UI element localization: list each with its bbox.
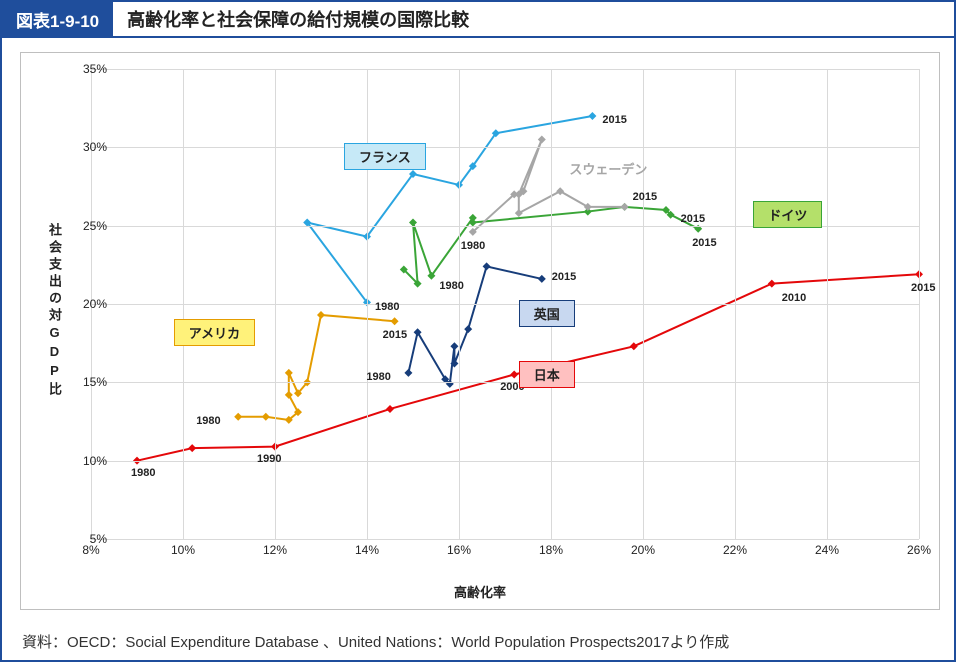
data-point-sweden <box>556 187 564 195</box>
data-point-sweden <box>584 203 592 211</box>
gridline-v <box>459 69 460 539</box>
data-point-usa <box>391 317 399 325</box>
source-citation: 資料：OECD：Social Expenditure Database 、Uni… <box>22 631 729 652</box>
data-point-france <box>588 112 596 120</box>
gridline-h <box>91 461 919 462</box>
point-label: 2015 <box>602 114 626 126</box>
data-point-japan <box>630 342 638 350</box>
point-label: 2015 <box>692 237 716 249</box>
point-label: 2010 <box>782 292 806 304</box>
data-point-sweden <box>538 136 546 144</box>
chart-area: 社会支出の対GDP比 高齢化率 19801990200020102015日本19… <box>20 52 940 610</box>
x-tick-label: 26% <box>907 543 931 557</box>
point-label: 1980 <box>439 280 463 292</box>
data-point-uk <box>404 369 412 377</box>
series-label-sweden: スウェーデン <box>569 159 647 178</box>
data-point-uk <box>464 325 472 333</box>
gridline-v <box>735 69 736 539</box>
x-tick-label: 24% <box>815 543 839 557</box>
data-point-usa <box>317 311 325 319</box>
y-tick-label: 25% <box>57 219 107 233</box>
gridline-h <box>91 147 919 148</box>
data-point-sweden <box>621 203 629 211</box>
data-point-sweden <box>515 209 523 217</box>
data-point-japan <box>188 444 196 452</box>
gridline-v <box>275 69 276 539</box>
data-point-usa <box>285 369 293 377</box>
gridline-h <box>91 304 919 305</box>
point-label: 1980 <box>375 301 399 313</box>
y-tick-label: 15% <box>57 375 107 389</box>
point-label: 1980 <box>366 371 390 383</box>
series-line-sweden <box>473 140 625 232</box>
y-tick-label: 35% <box>57 62 107 76</box>
x-tick-label: 14% <box>355 543 379 557</box>
series-label-usa: アメリカ <box>174 319 255 346</box>
series-label-france: フランス <box>344 143 426 170</box>
x-tick-label: 8% <box>82 543 99 557</box>
gridline-h <box>91 69 919 70</box>
point-label: 2015 <box>383 329 407 341</box>
series-label-uk: 英国 <box>519 300 575 327</box>
x-tick-label: 22% <box>723 543 747 557</box>
data-point-usa <box>234 413 242 421</box>
data-point-japan <box>768 280 776 288</box>
header: 図表1-9-10 高齢化率と社会保障の給付規模の国際比較 <box>2 2 954 38</box>
y-tick-label: 10% <box>57 454 107 468</box>
series-line-usa <box>238 315 394 420</box>
x-tick-label: 12% <box>263 543 287 557</box>
gridline-v <box>827 69 828 539</box>
x-axis-label: 高齢化率 <box>454 582 506 601</box>
point-label: 1980 <box>461 240 485 252</box>
point-label: 1980 <box>131 467 155 479</box>
x-tick-label: 20% <box>631 543 655 557</box>
point-label: 2015 <box>552 271 576 283</box>
point-label: 1980 <box>196 415 220 427</box>
plot-region: 19801990200020102015日本19802015アメリカ198020… <box>91 69 919 539</box>
gridline-v <box>643 69 644 539</box>
data-point-usa <box>285 391 293 399</box>
point-label: 1990 <box>257 453 281 465</box>
point-label: 2015 <box>911 282 935 294</box>
x-tick-label: 10% <box>171 543 195 557</box>
figure-number: 図表1-9-10 <box>2 2 113 36</box>
y-tick-label: 30% <box>57 140 107 154</box>
y-axis-label: 社会支出の対GDP比 <box>45 223 64 423</box>
data-point-japan <box>510 371 518 379</box>
data-point-uk <box>538 275 546 283</box>
x-tick-label: 16% <box>447 543 471 557</box>
data-point-uk <box>450 342 458 350</box>
series-label-germany: ドイツ <box>753 201 822 228</box>
gridline-v <box>919 69 920 539</box>
point-label: 2015 <box>633 191 657 203</box>
data-point-usa <box>262 413 270 421</box>
data-point-uk <box>483 262 491 270</box>
point-label: 2015 <box>681 213 705 225</box>
gridline-v <box>183 69 184 539</box>
data-point-japan <box>386 405 394 413</box>
gridline-h <box>91 539 919 540</box>
figure-title: 高齢化率と社会保障の給付規模の国際比較 <box>113 2 954 36</box>
y-tick-label: 20% <box>57 297 107 311</box>
gridline-v <box>367 69 368 539</box>
x-tick-label: 18% <box>539 543 563 557</box>
series-label-japan: 日本 <box>519 361 575 388</box>
figure-container: 図表1-9-10 高齢化率と社会保障の給付規模の国際比較 社会支出の対GDP比 … <box>0 0 956 662</box>
